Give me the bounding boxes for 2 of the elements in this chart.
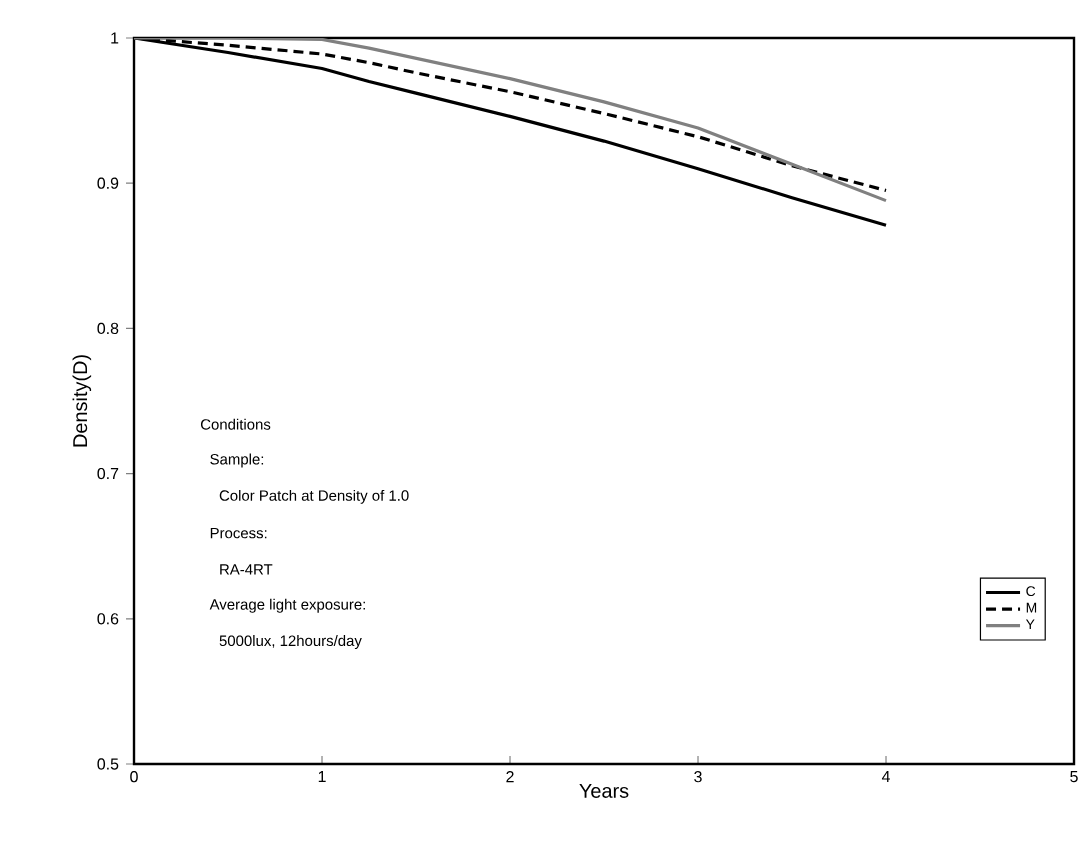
x-axis-title: Years: [579, 784, 629, 798]
y-axis-title: Density(D): [72, 355, 92, 447]
